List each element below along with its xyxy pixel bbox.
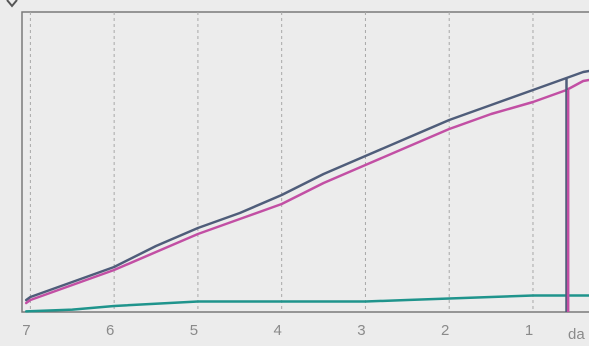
series-line-2 (24, 78, 589, 305)
chevron-down-icon (6, 0, 18, 8)
x-tick-label-1: 1 (525, 322, 533, 339)
x-tick-label-4: 4 (274, 322, 282, 339)
x-tick-label-7: 7 (22, 322, 30, 339)
series-line-3 (24, 294, 589, 313)
x-tick-label-2: 2 (441, 322, 449, 339)
x-axis-label: da (568, 326, 585, 341)
x-tick-label-5: 5 (190, 322, 198, 339)
series-line-1 (24, 69, 589, 302)
x-tick-label-6: 6 (106, 322, 114, 339)
plot-border (21, 11, 589, 313)
x-tick-label-3: 3 (357, 322, 365, 339)
